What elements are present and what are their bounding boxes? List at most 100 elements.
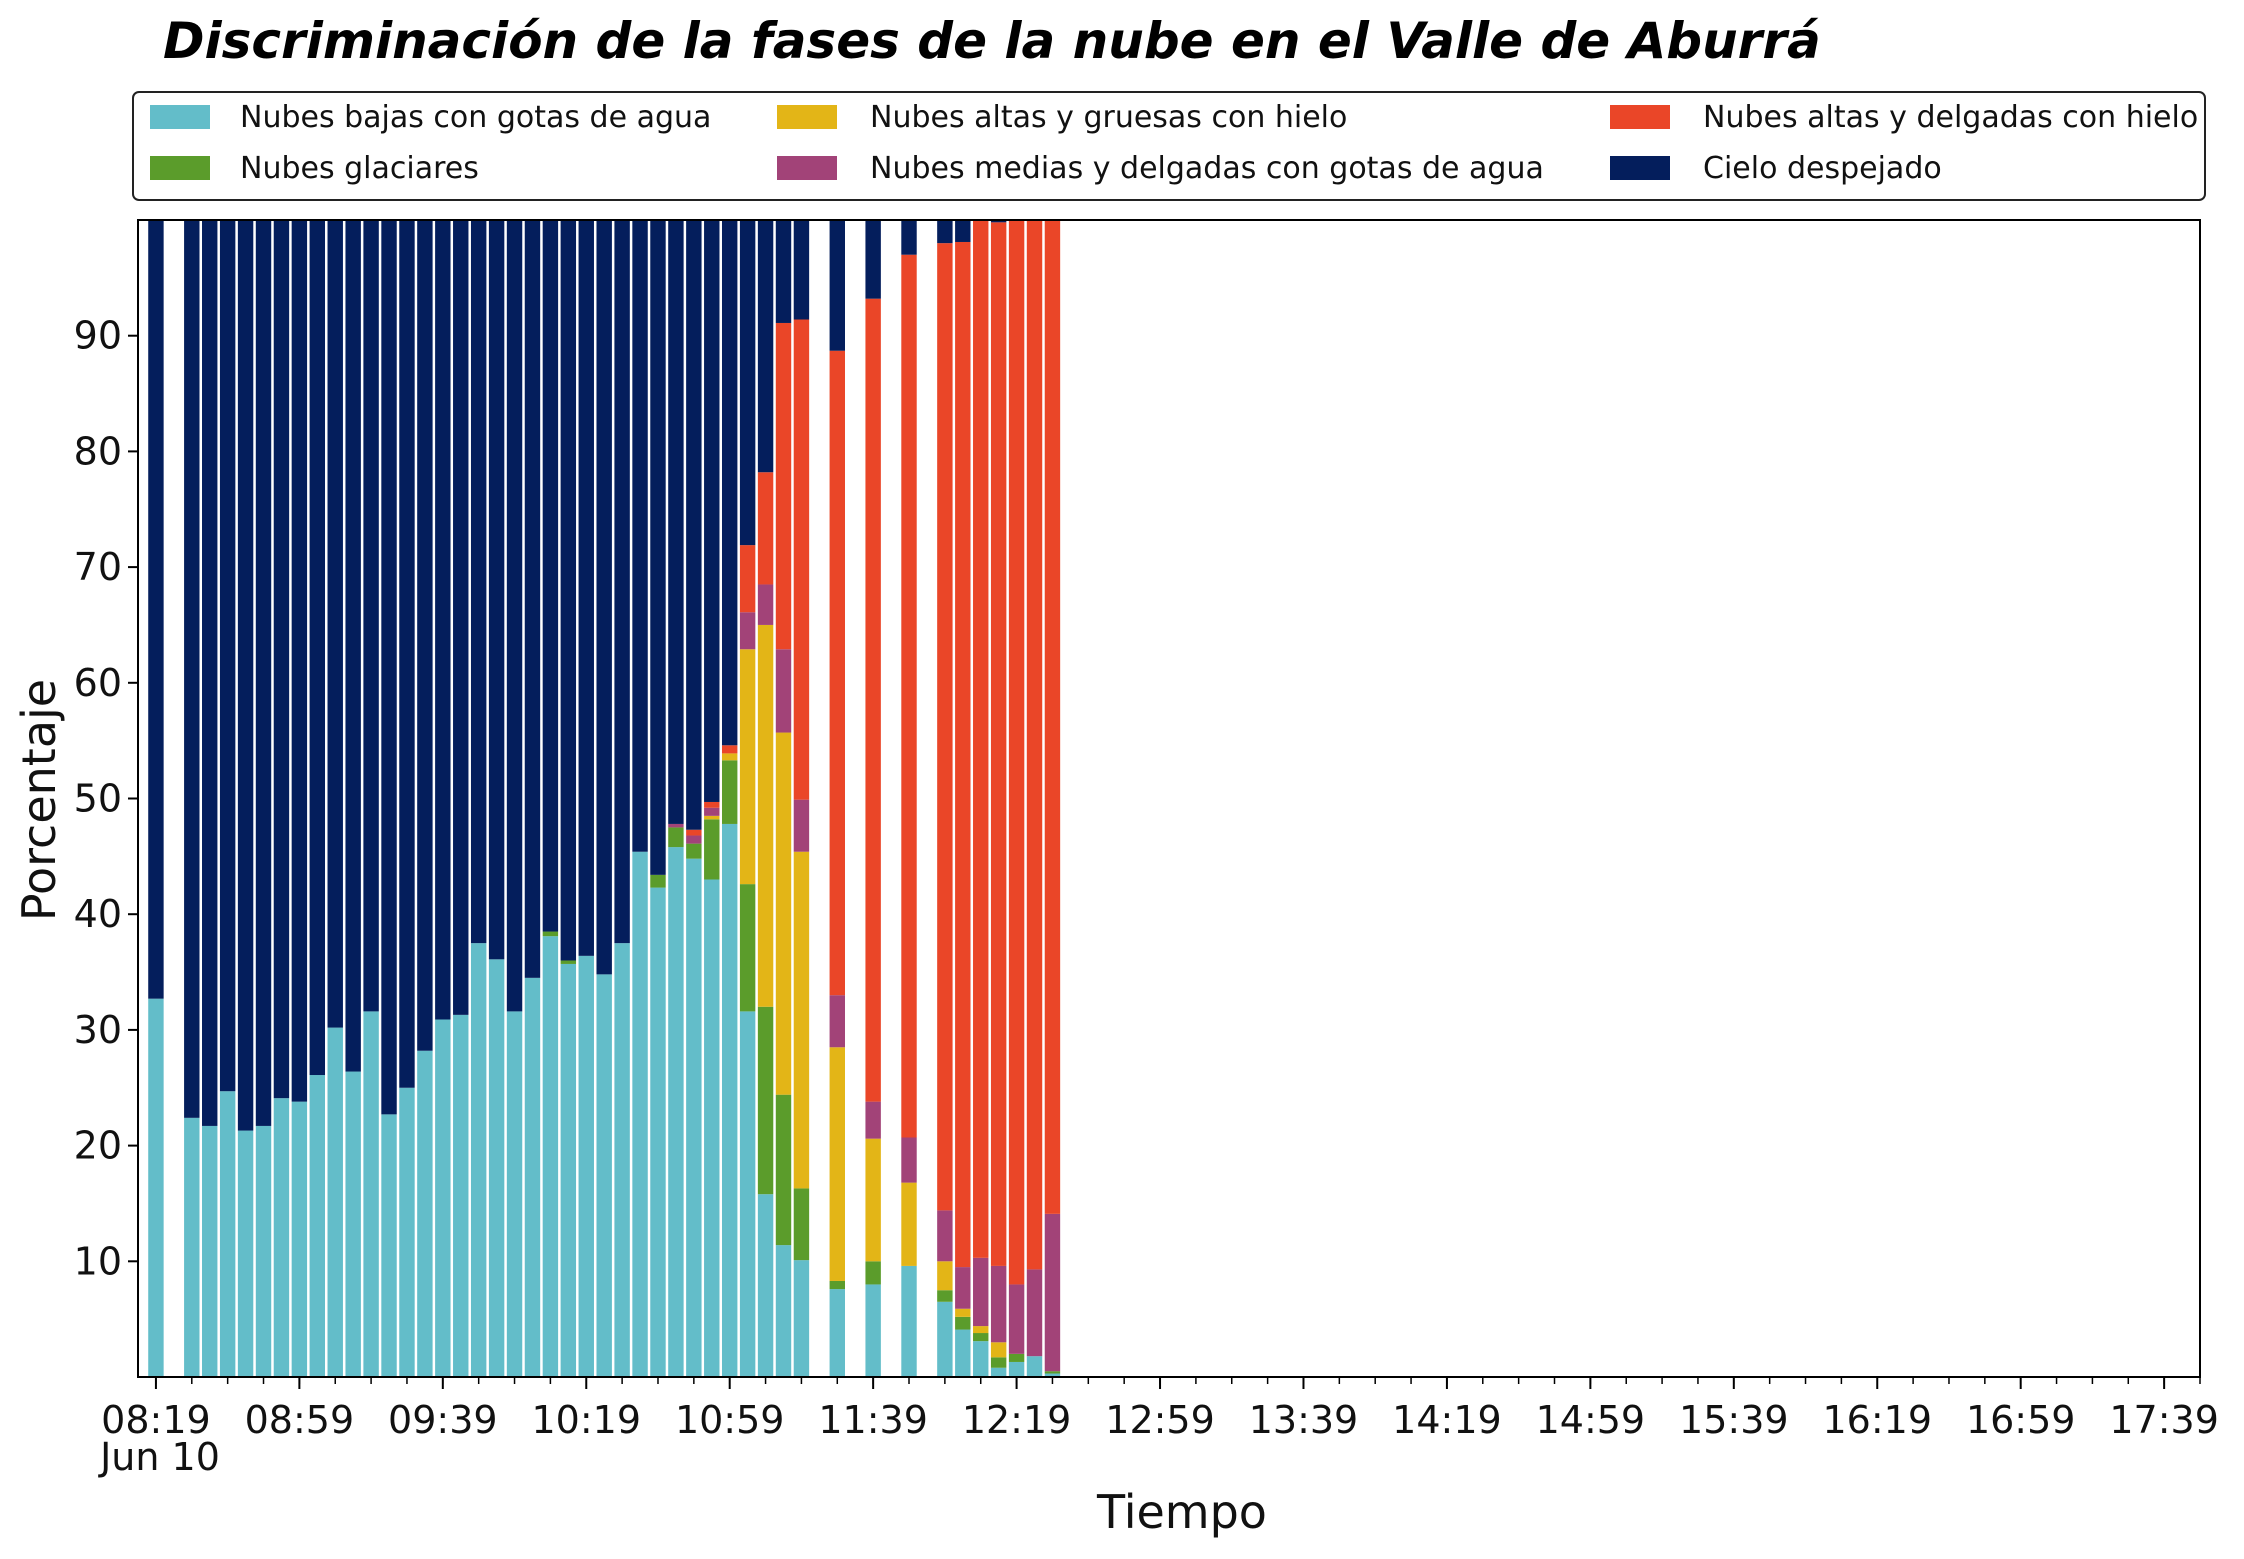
bar-segment — [704, 879, 720, 1377]
bar-segment — [524, 220, 541, 978]
x-tick-label: 17:39 — [2109, 1398, 2219, 1442]
bar-stack-1229 — [1044, 220, 1061, 1377]
bar-segment — [865, 298, 881, 1102]
x-tick-label: 10:19 — [532, 1398, 642, 1442]
bar-stack-0939 — [435, 220, 451, 1377]
bar-stack-1009 — [542, 220, 559, 1377]
bar-segment — [937, 243, 953, 1211]
bar-stack-1114 — [775, 220, 792, 1377]
bar-stack-0819 — [148, 220, 164, 1377]
bar-segment — [990, 1357, 1007, 1368]
bar-stack-1104 — [739, 220, 756, 1377]
bar-segment — [757, 220, 774, 473]
bar-segment — [309, 220, 326, 1076]
bar-segment — [399, 220, 415, 1088]
bar-segment — [901, 1182, 917, 1266]
legend: Nubes bajas con gotas de agua Nubes glac… — [132, 91, 2206, 201]
bar-segment — [237, 1130, 254, 1377]
legend-label-nubes-bajas: Nubes bajas con gotas de agua — [240, 100, 711, 135]
bar-stack-1039 — [650, 220, 666, 1377]
y-axis-ticks: 10 20 30 40 50 60 70 80 90 — [74, 314, 138, 1283]
bar-segment — [148, 998, 164, 1377]
bar-stack-1214 — [990, 220, 1007, 1377]
bar-segment — [739, 545, 756, 613]
bar-stack-0959 — [506, 220, 523, 1377]
bar-segment — [793, 799, 810, 852]
bar-segment — [578, 220, 594, 956]
bar-segment — [291, 220, 308, 1102]
bar-segment — [542, 936, 559, 1377]
bar-segment — [757, 472, 774, 585]
bar-segment — [739, 884, 756, 1012]
x-tick-label: 15:39 — [1679, 1398, 1789, 1442]
bar-segment — [865, 220, 881, 299]
chart-title: Discriminación de la fases de la nube en… — [163, 12, 1821, 70]
bar-segment — [793, 1188, 810, 1261]
legend-label-nubes-glaciares: Nubes glaciares — [240, 151, 479, 186]
bar-segment — [417, 1050, 433, 1377]
bar-segment — [453, 220, 469, 1015]
x-tick-label: 14:19 — [1392, 1398, 1502, 1442]
bar-segment — [184, 220, 200, 1118]
y-tick-label: 90 — [74, 314, 122, 358]
bar-segment — [506, 220, 523, 1012]
bar-segment — [937, 1301, 953, 1377]
x-axis-ticks: 08:19 08:59 09:39 10:19 10:59 11:39 12:19 12:59… — [101, 1377, 2219, 1442]
bar-stack-1029 — [614, 220, 630, 1378]
bar-segment — [470, 943, 487, 1378]
bar-segment — [937, 220, 953, 244]
bar-segment — [775, 649, 792, 733]
bar-stack-0834 — [202, 220, 218, 1377]
bar-segment — [686, 220, 702, 830]
bar-segment — [435, 1019, 451, 1377]
bar-segment — [973, 1341, 989, 1377]
legend-label-medias-delgadas: Nubes medias y delgadas con gotas de agu… — [870, 151, 1544, 186]
bar-stack-0944 — [453, 220, 469, 1377]
y-tick-label: 80 — [74, 429, 122, 473]
bar-segment — [973, 220, 989, 1258]
legend-swatch-cielo-despejado — [1610, 156, 1670, 180]
bar-segment — [578, 955, 594, 1377]
x-tick-label: 10:59 — [675, 1398, 785, 1442]
bar-stack-1149 — [901, 220, 917, 1377]
bar-stack-0839 — [219, 220, 236, 1377]
bar-segment — [704, 801, 720, 808]
bar-stack-0854 — [273, 220, 290, 1377]
bar-segment — [739, 649, 756, 885]
bar-segment — [560, 963, 577, 1377]
bar-segment — [363, 1011, 379, 1377]
bar-segment — [721, 760, 738, 824]
bar-segment — [542, 931, 559, 937]
bar-segment — [757, 624, 774, 1007]
bar-segment — [937, 1210, 953, 1262]
bar-segment — [865, 1284, 881, 1377]
bar-stack-1024 — [596, 220, 612, 1377]
bar-segment — [704, 807, 720, 816]
bar-segment — [704, 220, 720, 802]
bar-segment — [955, 1308, 971, 1317]
bar-stack-1209 — [973, 220, 989, 1377]
bar-segment — [202, 1125, 218, 1377]
bar-segment — [775, 1245, 792, 1377]
bar-segment — [542, 220, 559, 932]
bar-segment — [1026, 1356, 1043, 1377]
bar-segment — [650, 874, 666, 888]
bar-stack-1159 — [937, 220, 953, 1377]
bar-segment — [650, 220, 666, 875]
bar-segment — [793, 220, 810, 320]
bar-segment — [417, 220, 433, 1051]
bar-segment — [955, 1316, 971, 1330]
bar-segment — [1026, 1269, 1043, 1357]
bar-segment — [327, 1027, 343, 1377]
bar-stack-1054 — [704, 220, 720, 1377]
bar-segment — [757, 1006, 774, 1195]
bar-stack-1119 — [793, 220, 810, 1377]
bar-segment — [865, 1101, 881, 1139]
bar-segment — [955, 220, 971, 242]
bar-segment — [488, 220, 505, 960]
bar-segment — [381, 1114, 397, 1377]
bar-segment — [1008, 1361, 1025, 1377]
x-tick-label: 08:59 — [245, 1398, 355, 1442]
bar-segment — [955, 1267, 971, 1309]
bar-stack-1224 — [1026, 220, 1043, 1377]
